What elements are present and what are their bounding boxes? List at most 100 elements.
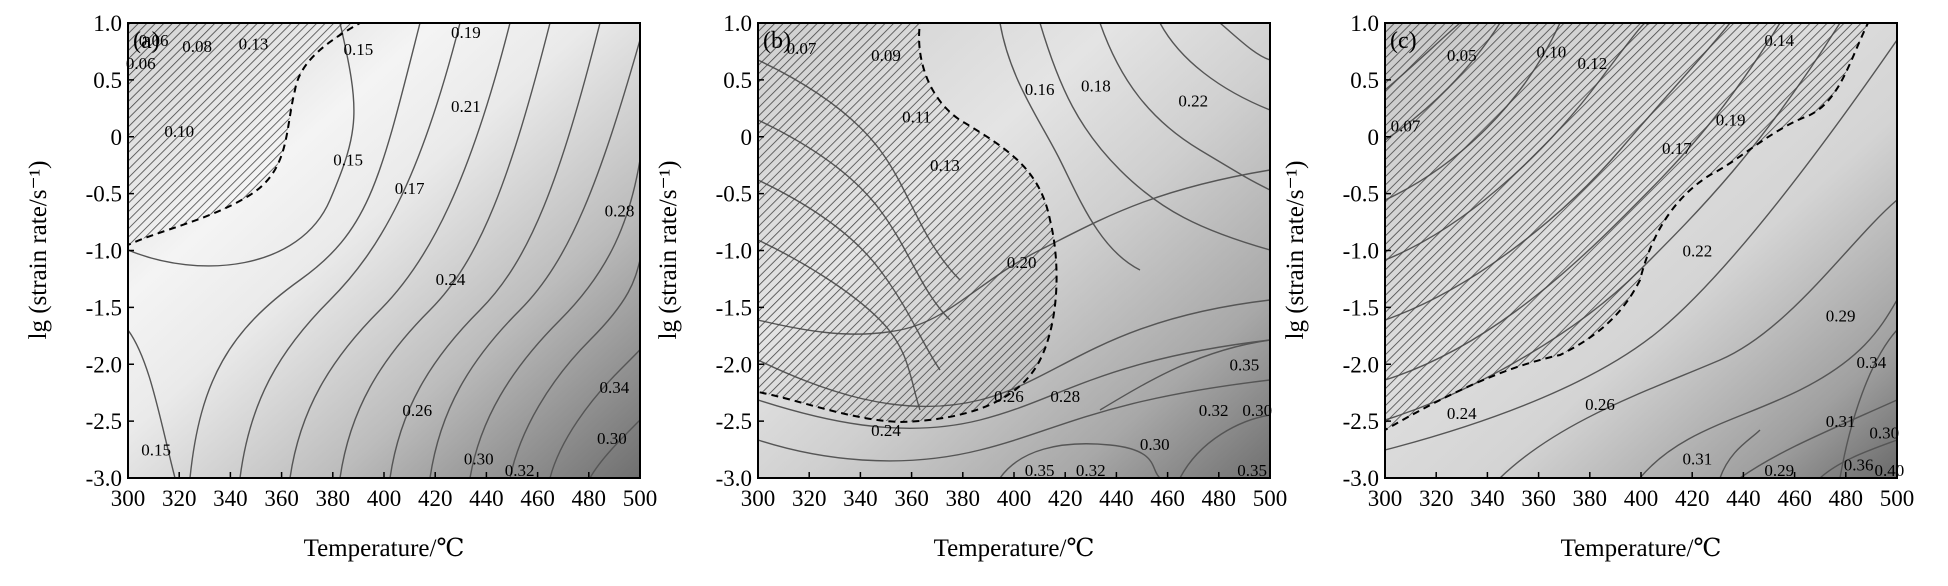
contour-value-label: 0.17 (395, 179, 425, 198)
contour-value-label: 0.36 (1844, 455, 1874, 474)
panel-b-contour-labels: 0.07 0.09 0.16 0.18 0.22 0.11 0.13 0.20 0.35 0.26… (787, 39, 1272, 480)
x-tick-label: 400 (367, 486, 402, 511)
y-tick-label: -3.0 (716, 466, 752, 491)
y-tick-label: -1.5 (86, 295, 122, 320)
x-tick-label: 420 (1048, 486, 1083, 511)
panel-b: 0.07 0.09 0.16 0.18 0.22 0.11 0.13 0.20 0.35 0.26… (655, 11, 1287, 562)
panel-a: 0.06 0.06 0.08 0.13 0.15 0.19 0.10 0.21 0.15 0.17… (25, 11, 657, 562)
y-tick-label: -2.5 (86, 409, 122, 434)
x-tick-label: 480 (1202, 486, 1237, 511)
y-tick-label: 0 (741, 125, 753, 150)
contour-value-label: 0.28 (605, 202, 635, 221)
x-tick-label: 500 (1880, 486, 1915, 511)
contour-value-label: 0.24 (871, 421, 901, 440)
contour-value-label: 0.05 (1447, 46, 1477, 65)
y-tick-label: -0.5 (86, 182, 122, 207)
panel-a-label: (a) (133, 28, 160, 54)
x-tick-label: 320 (792, 486, 827, 511)
panel-b-label: (b) (763, 28, 791, 54)
contour-value-label: 0.24 (1447, 404, 1477, 423)
contour-value-label: 0.17 (1662, 139, 1692, 158)
contour-value-label: 0.34 (1857, 353, 1887, 372)
y-tick-label: -1.0 (716, 239, 752, 264)
panel-b-y-axis-label: lg (strain rate/s⁻¹) (655, 161, 682, 340)
contour-value-label: 0.15 (333, 151, 363, 170)
x-tick-label: 500 (1253, 486, 1288, 511)
contour-value-label: 0.14 (1764, 31, 1794, 50)
y-tick-label: 1.0 (723, 11, 752, 36)
panel-a-x-ticks: 300 320 340 360 380 400 420 440 460 480 500 (111, 472, 657, 511)
panel-c-y-ticks: -3.0 -2.5 -2.0 -1.5 -1.0 -0.5 0 0.5 1.0 (1343, 11, 1391, 491)
contour-value-label: 0.22 (1178, 91, 1208, 110)
x-tick-label: 300 (111, 486, 146, 511)
contour-value-label: 0.31 (1682, 450, 1712, 469)
panel-c-x-ticks: 300 320 340 360 380 400 420 440 460 480 500 (1368, 472, 1915, 511)
panel-a-instability-region (128, 23, 363, 247)
contour-value-label: 0.30 (1869, 424, 1899, 443)
contour-value-label: 0.22 (1682, 242, 1712, 261)
panel-c: 0.05 0.10 0.12 0.14 0.07 0.19 0.17 0.22 0.29 0.34… (1282, 11, 1914, 562)
x-tick-label: 320 (162, 486, 197, 511)
y-tick-label: -3.0 (86, 466, 122, 491)
y-tick-label: -2.0 (1343, 352, 1379, 377)
panel-b-x-ticks: 300 320 340 360 380 400 420 440 460 480 500 (741, 472, 1288, 511)
contour-value-label: 0.12 (1577, 54, 1607, 73)
contour-value-label: 0.15 (344, 40, 374, 59)
panel-a-x-axis-label: Temperature/℃ (304, 535, 465, 562)
contour-value-label: 0.07 (1391, 116, 1421, 135)
panel-a-y-ticks: -3.0 -2.5 -2.0 -1.5 -1.0 -0.5 0 0.5 1.0 (86, 11, 134, 491)
panel-b-x-axis-label: Temperature/℃ (934, 535, 1095, 562)
y-tick-label: -1.0 (86, 239, 122, 264)
contour-value-label: 0.13 (930, 156, 960, 175)
contour-value-label: 0.35 (1230, 355, 1260, 374)
y-tick-label: -1.5 (716, 295, 752, 320)
panel-a-y-axis-label: lg (strain rate/s⁻¹) (25, 161, 52, 340)
x-tick-label: 320 (1419, 486, 1454, 511)
contour-value-label: 0.10 (164, 122, 194, 141)
x-tick-label: 480 (1829, 486, 1864, 511)
contour-value-label: 0.32 (1199, 401, 1229, 420)
contour-value-label: 0.32 (1076, 461, 1106, 480)
contour-value-label: 0.20 (1007, 253, 1037, 272)
x-tick-label: 440 (1099, 486, 1134, 511)
panel-c-y-axis-label: lg (strain rate/s⁻¹) (1282, 161, 1309, 340)
contour-value-label: 0.24 (436, 270, 466, 289)
x-tick-label: 400 (997, 486, 1032, 511)
x-tick-label: 460 (520, 486, 555, 511)
x-tick-label: 460 (1777, 486, 1812, 511)
y-tick-label: -2.0 (86, 352, 122, 377)
panel-b-y-ticks: -3.0 -2.5 -2.0 -1.5 -1.0 -0.5 0 0.5 1.0 (716, 11, 764, 491)
contour-value-label: 0.19 (451, 23, 481, 42)
panel-a-contours (128, 23, 640, 478)
x-tick-label: 420 (1675, 486, 1710, 511)
x-tick-label: 440 (1726, 486, 1761, 511)
contour-value-label: 0.30 (464, 450, 494, 469)
x-tick-label: 440 (469, 486, 504, 511)
contour-value-label: 0.11 (902, 107, 931, 126)
contour-value-label: 0.16 (1025, 80, 1055, 99)
contour-value-label: 0.30 (1140, 435, 1170, 454)
contour-value-label: 0.29 (1826, 306, 1856, 325)
y-tick-label: -1.5 (1343, 295, 1379, 320)
x-tick-label: 460 (1150, 486, 1185, 511)
x-tick-label: 360 (894, 486, 929, 511)
y-tick-label: -0.5 (716, 182, 752, 207)
y-tick-label: 0.5 (723, 68, 752, 93)
y-tick-label: 0.5 (93, 68, 122, 93)
x-tick-label: 360 (264, 486, 299, 511)
panel-c-x-axis-label: Temperature/℃ (1561, 535, 1722, 562)
contour-value-label: 0.34 (600, 378, 630, 397)
y-tick-label: -2.5 (716, 409, 752, 434)
x-tick-label: 480 (572, 486, 607, 511)
contour-value-label: 0.35 (1237, 461, 1267, 480)
y-tick-label: 1.0 (1350, 11, 1379, 36)
contour-value-label: 0.26 (402, 401, 432, 420)
contour-value-label: 0.10 (1537, 42, 1567, 61)
y-tick-label: -0.5 (1343, 182, 1379, 207)
x-tick-label: 380 (316, 486, 351, 511)
contour-value-label: 0.35 (1025, 461, 1055, 480)
y-tick-label: -3.0 (1343, 466, 1379, 491)
contour-value-label: 0.30 (1242, 401, 1272, 420)
x-tick-label: 380 (946, 486, 981, 511)
contour-value-label: 0.18 (1081, 77, 1111, 96)
